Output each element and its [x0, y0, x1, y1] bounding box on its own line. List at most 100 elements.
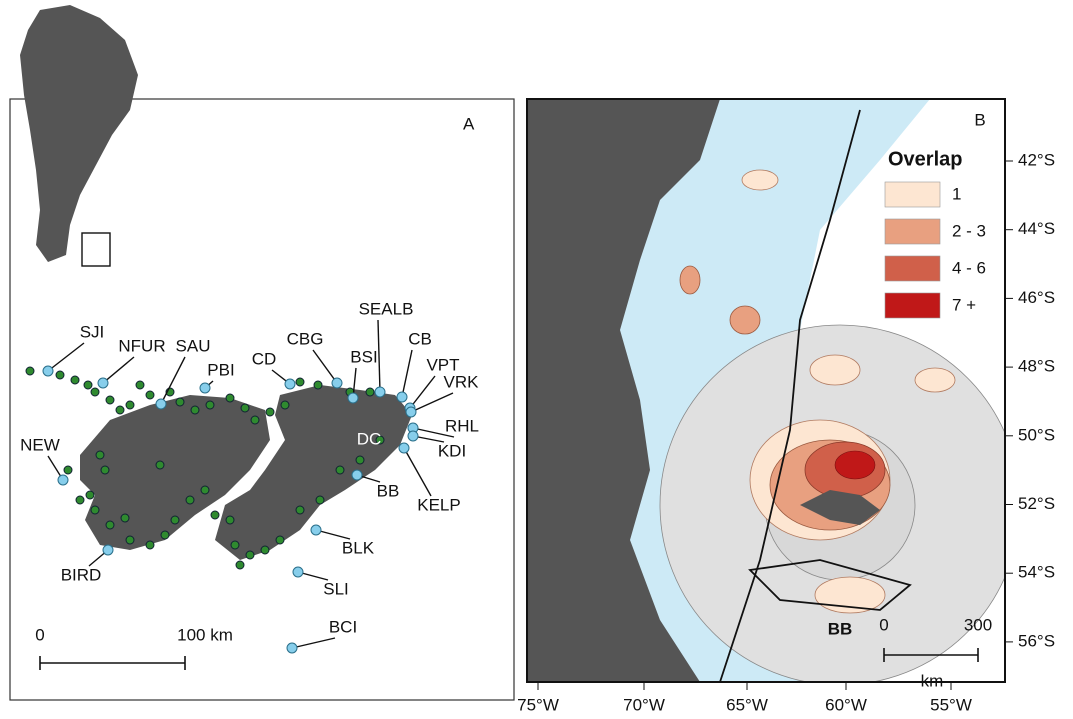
site-label: CBG — [287, 329, 324, 348]
colony-dot — [265, 407, 275, 417]
legend-swatch — [884, 292, 941, 319]
leader-line — [102, 356, 135, 384]
colony-dot — [155, 460, 165, 470]
site-label: BIRD — [61, 565, 102, 584]
lon-label: 60°W — [825, 695, 867, 714]
colony-dot — [90, 387, 100, 397]
site-label: SAU — [176, 336, 211, 355]
colony-dot — [295, 377, 305, 387]
scale-end: 300 — [964, 615, 992, 634]
colony-dot — [145, 540, 155, 550]
site-dot — [199, 382, 211, 394]
site-label: SLI — [323, 579, 349, 598]
panel-label: B — [974, 110, 985, 129]
colony-dot — [230, 540, 240, 550]
site-label: NFUR — [118, 336, 165, 355]
west-falkland — [80, 395, 270, 550]
scale-start: 0 — [35, 625, 44, 644]
legend-label: 7 + — [952, 295, 976, 314]
site-dot — [347, 392, 359, 404]
lon-label: 75°W — [517, 695, 559, 714]
legend-swatch — [884, 218, 941, 245]
colony-dot — [315, 495, 325, 505]
colony-dot — [313, 380, 323, 390]
inset-box — [81, 232, 111, 267]
panel-label: A — [463, 114, 475, 133]
legend-title: Overlap — [888, 148, 962, 170]
colony-dot — [70, 375, 80, 385]
site-dot — [42, 365, 54, 377]
site-label: BLK — [342, 538, 375, 557]
colony-dot — [75, 495, 85, 505]
overlap-area — [729, 305, 761, 335]
leader-line — [409, 375, 436, 409]
site-label: SEALB — [359, 299, 414, 318]
site-dot — [396, 391, 408, 403]
colony-dot — [225, 393, 235, 403]
falklands — [800, 490, 880, 525]
leader-line — [412, 427, 455, 438]
panel-a-frame — [9, 98, 515, 701]
colony-dot — [55, 370, 65, 380]
site-dot — [155, 398, 167, 410]
colony-dot — [25, 366, 35, 376]
site-label: KELP — [417, 495, 460, 514]
site-label: BCI — [329, 617, 357, 636]
overlap-area — [814, 576, 886, 614]
leader-line — [410, 392, 454, 413]
colony-dot — [125, 535, 135, 545]
site-dot — [405, 406, 417, 418]
lat-label: 50°S — [1018, 425, 1055, 444]
colony-dot — [175, 397, 185, 407]
legend-swatch — [884, 181, 941, 208]
panel-b-map — [527, 99, 1005, 682]
colony-dot — [105, 520, 115, 530]
site-label: VPT — [426, 355, 459, 374]
colony-dot — [335, 465, 345, 475]
panel-b-frame — [526, 98, 1006, 683]
site-label: PBI — [207, 360, 234, 379]
colony-dot — [120, 513, 130, 523]
leader-line — [160, 356, 186, 405]
site-dot — [286, 642, 298, 654]
lat-label: 52°S — [1018, 494, 1055, 513]
lat-label: 48°S — [1018, 357, 1055, 376]
colony-dot — [160, 530, 170, 540]
site-dot — [351, 469, 363, 481]
site-dot — [97, 377, 109, 389]
colony-dot — [280, 400, 290, 410]
lon-label: 65°W — [726, 695, 768, 714]
colony-dot — [355, 455, 365, 465]
site-dot — [407, 430, 419, 442]
leader-line — [291, 637, 336, 649]
site-dot — [398, 442, 410, 454]
site-dot — [374, 386, 386, 398]
site-dot — [284, 378, 296, 390]
graticule-labels: 75°W 70°W 65°W 60°W 55°W 42°S 44°S 46°S 48°S 50°S… — [517, 150, 1055, 714]
site-label: NEW — [20, 435, 60, 454]
legend: 1 2 - 3 4 - 6 7 + — [884, 181, 986, 319]
site-dot — [292, 566, 304, 578]
site-label: BSI — [350, 347, 377, 366]
colony-dot — [83, 380, 93, 390]
leader-line — [403, 447, 432, 497]
site-label: DC — [357, 429, 382, 448]
site-label: CD — [252, 349, 277, 368]
overlap-area — [679, 265, 701, 295]
lat-label: 46°S — [1018, 288, 1055, 307]
east-falkland — [215, 385, 412, 560]
colony-dot — [375, 435, 385, 445]
colony-dot — [170, 515, 180, 525]
site-label: RHL — [445, 416, 479, 435]
colony-dot — [95, 450, 105, 460]
legend-label: 2 - 3 — [952, 221, 986, 240]
colony-dot — [295, 505, 305, 515]
boundary — [719, 109, 861, 682]
colony-dot — [240, 403, 250, 413]
colony-dots — [25, 366, 385, 570]
south-america — [20, 5, 138, 262]
colony-dot — [185, 495, 195, 505]
